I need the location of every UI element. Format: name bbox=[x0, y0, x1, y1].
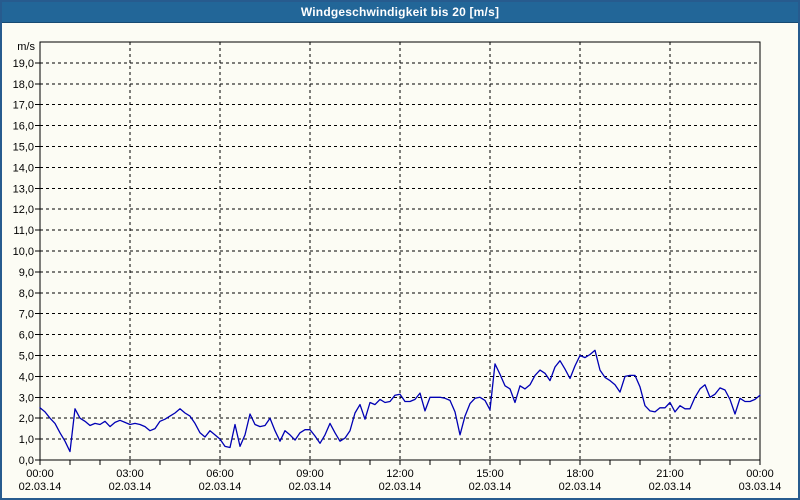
y-tick-label: 11,0 bbox=[13, 225, 34, 237]
y-tick-label: 19,0 bbox=[13, 58, 34, 70]
x-tick-date-label: 02.03.14 bbox=[649, 481, 692, 493]
x-tick-date-label: 03.03.14 bbox=[739, 481, 782, 493]
chart-window: Windgeschwindigkeit bis 20 [m/s] 0,0 1,0 2… bbox=[0, 0, 800, 500]
y-tick-label: 6,0 bbox=[19, 330, 34, 342]
y-tick-label: 16,0 bbox=[13, 121, 34, 133]
y-tick-label: 9,0 bbox=[19, 267, 34, 279]
wind-speed-line-chart: 0,0 1,0 2,0 3,0 4,0 5,0 6,0 7,0 8,0 9,0 10,0 11,0 12… bbox=[2, 22, 798, 498]
x-tick-time-label: 00:00 bbox=[746, 468, 774, 480]
y-tick-label: 17,0 bbox=[13, 100, 34, 112]
y-tick-label: 1,0 bbox=[19, 434, 34, 446]
x-tick-date-label: 02.03.14 bbox=[109, 481, 152, 493]
chart-area: 0,0 1,0 2,0 3,0 4,0 5,0 6,0 7,0 8,0 9,0 10,0 11,0 12… bbox=[2, 22, 798, 498]
x-tick-date-label: 02.03.14 bbox=[19, 481, 62, 493]
y-tick-label: 8,0 bbox=[19, 288, 34, 300]
chart-title: Windgeschwindigkeit bis 20 [m/s] bbox=[301, 5, 499, 19]
y-tick-label: 18,0 bbox=[13, 79, 34, 91]
y-tick-label: 10,0 bbox=[13, 246, 34, 258]
x-tick-time-label: 06:00 bbox=[206, 468, 234, 480]
x-tick-date-label: 02.03.14 bbox=[469, 481, 512, 493]
wind-speed-series bbox=[40, 350, 760, 451]
y-tick-label: 12,0 bbox=[13, 204, 34, 216]
x-tick-date-label: 02.03.14 bbox=[559, 481, 602, 493]
y-tick-label: 14,0 bbox=[13, 162, 34, 174]
y-tick-label: 4,0 bbox=[19, 371, 34, 383]
chart-title-bar: Windgeschwindigkeit bis 20 [m/s] bbox=[2, 2, 798, 23]
y-tick-label: 13,0 bbox=[13, 183, 34, 195]
x-tick-time-label: 03:00 bbox=[116, 468, 144, 480]
x-tick-date-label: 02.03.14 bbox=[199, 481, 242, 493]
x-tick-time-label: 18:00 bbox=[566, 468, 594, 480]
x-tick-time-label: 12:00 bbox=[386, 468, 414, 480]
y-tick-label: 7,0 bbox=[19, 309, 34, 321]
y-tick-label: 5,0 bbox=[19, 351, 34, 363]
y-tick-label: 15,0 bbox=[13, 142, 34, 154]
y-tick-label: 2,0 bbox=[19, 413, 34, 425]
axis-ticks bbox=[35, 63, 760, 465]
y-axis-unit-label: m/s bbox=[17, 41, 35, 53]
x-tick-time-label: 21:00 bbox=[656, 468, 684, 480]
y-tick-label: 0,0 bbox=[19, 455, 34, 467]
gridlines bbox=[40, 42, 760, 460]
x-tick-time-label: 00:00 bbox=[26, 468, 54, 480]
axis-labels: 0,0 1,0 2,0 3,0 4,0 5,0 6,0 7,0 8,0 9,0 10,0 11,0 12… bbox=[13, 41, 782, 493]
x-tick-date-label: 02.03.14 bbox=[379, 481, 422, 493]
x-tick-time-label: 09:00 bbox=[296, 468, 324, 480]
y-tick-label: 3,0 bbox=[19, 392, 34, 404]
x-tick-time-label: 15:00 bbox=[476, 468, 504, 480]
x-tick-date-label: 02.03.14 bbox=[289, 481, 332, 493]
